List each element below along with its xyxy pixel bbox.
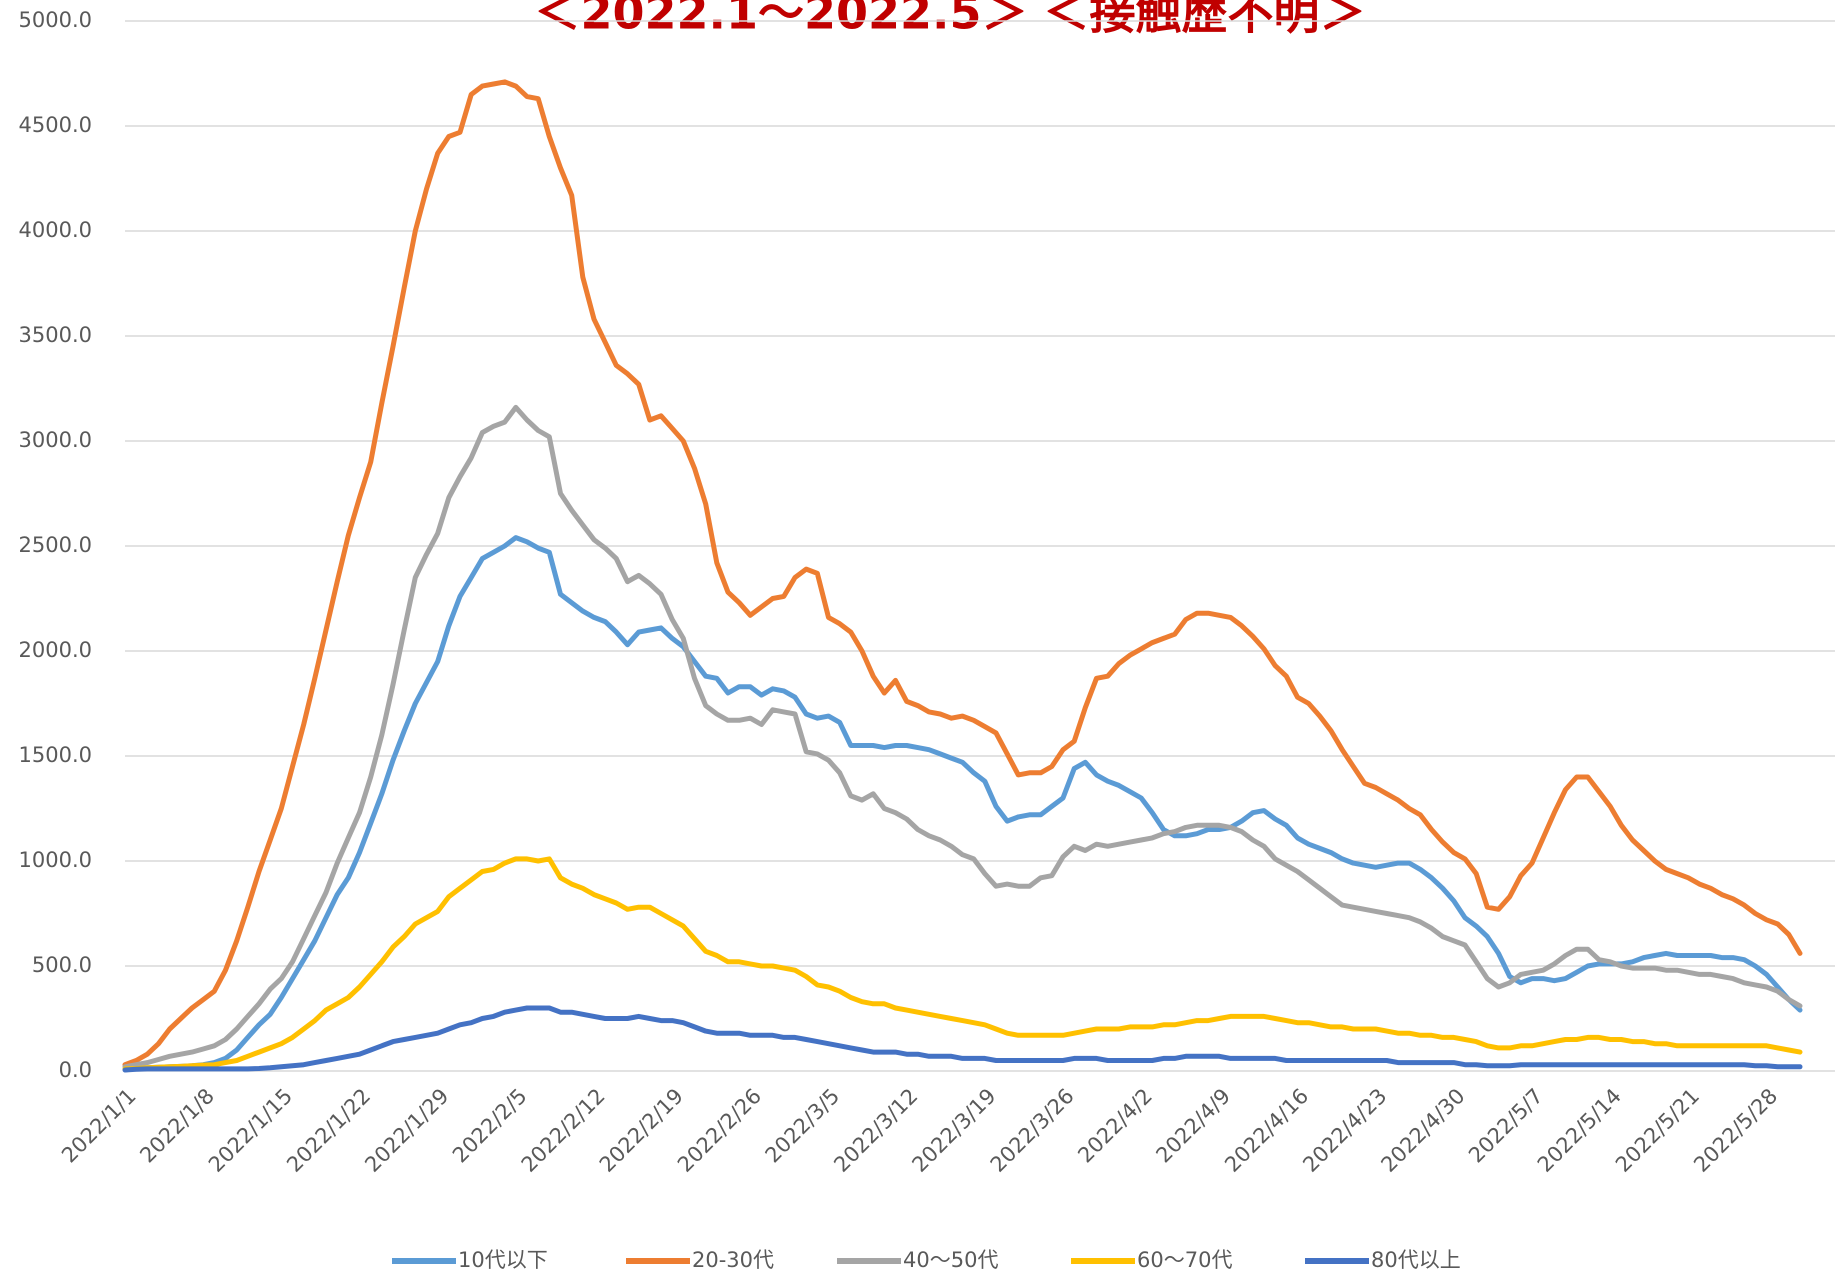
legend-label: 60～70代 [1137,1248,1232,1272]
x-tick-label: 2022/2/12 [517,1084,610,1177]
x-tick-label: 2022/1/8 [135,1084,219,1168]
x-tick-label: 2022/5/21 [1611,1084,1704,1177]
x-tick-label: 2022/1/15 [204,1084,297,1177]
x-tick-label: 2022/1/22 [282,1084,375,1177]
x-tick-label: 2022/2/19 [595,1084,688,1177]
y-tick-label: 4000.0 [19,218,92,242]
y-tick-label: 500.0 [32,953,92,977]
y-tick-label: 4500.0 [19,113,92,137]
legend-item: 60～70代 [1071,1248,1232,1272]
x-tick-label: 2022/5/7 [1464,1084,1548,1168]
y-tick-label: 1000.0 [19,848,92,872]
x-tick-label: 2022/3/19 [907,1084,1000,1177]
legend-item: 40～50代 [837,1248,998,1272]
x-tick-label: 2022/4/23 [1298,1084,1391,1177]
series-line [122,856,1803,1072]
y-tick-label: 3500.0 [19,323,92,347]
legend-label: 10代以下 [458,1248,548,1272]
x-tick-label: 2022/4/9 [1151,1084,1235,1168]
x-tick-label: 2022/1/29 [360,1084,453,1177]
series-line [122,404,1803,1070]
x-tick-label: 2022/2/26 [673,1084,766,1177]
x-tick-label: 2022/4/30 [1376,1084,1469,1177]
series-line [122,535,1803,1072]
x-tick-label: 2022/2/5 [448,1084,532,1168]
legend-item: 20-30代 [626,1248,774,1272]
y-tick-label: 1500.0 [19,743,92,767]
y-tick-label: 2000.0 [19,638,92,662]
legend-label: 20-30代 [692,1248,774,1272]
legend-label: 40～50代 [903,1248,998,1272]
legend-label: 80代以上 [1371,1248,1461,1272]
x-tick-label: 2022/3/26 [986,1084,1079,1177]
x-tick-label: 2022/4/2 [1073,1084,1157,1168]
y-tick-label: 0.0 [59,1058,92,1082]
x-tick-label: 2022/5/14 [1533,1084,1626,1177]
y-tick-label: 3000.0 [19,428,92,452]
x-tick-label: 2022/5/28 [1689,1084,1782,1177]
series-line [122,1005,1803,1073]
y-tick-label: 5000.0 [19,8,92,32]
x-tick-label: 2022/1/1 [57,1084,141,1168]
legend-item: 80代以上 [1305,1248,1461,1272]
legend-item: 10代以下 [392,1248,548,1272]
y-tick-label: 2500.0 [19,533,92,557]
chart-title: ＜2022.1～2022.5＞ ＜接触歴不明＞ [534,0,1365,40]
series-line [122,79,1803,1068]
x-tick-label: 2022/3/12 [829,1084,922,1177]
x-tick-label: 2022/3/5 [761,1084,845,1168]
x-tick-label: 2022/4/16 [1220,1084,1313,1177]
